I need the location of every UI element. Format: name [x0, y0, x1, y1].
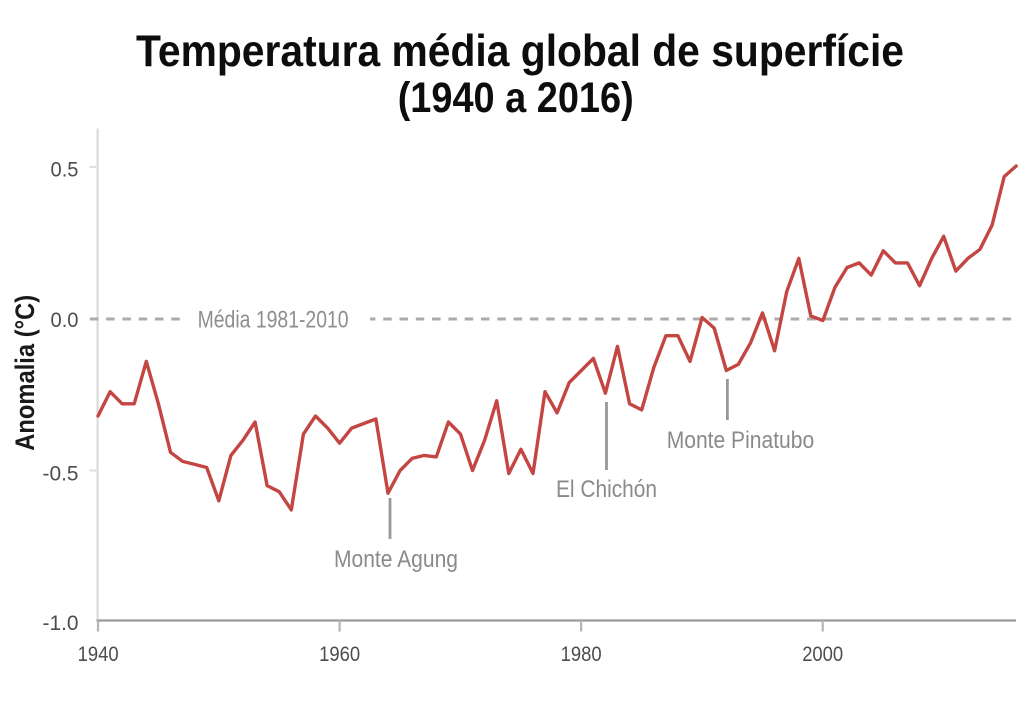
- svg-text:1940: 1940: [78, 642, 119, 666]
- svg-text:-0.5: -0.5: [43, 461, 79, 485]
- svg-text:Monte Pinatubo: Monte Pinatubo: [667, 427, 815, 454]
- svg-text:0.5: 0.5: [51, 157, 79, 181]
- svg-text:1960: 1960: [319, 642, 360, 666]
- svg-text:0.0: 0.0: [51, 308, 79, 332]
- svg-text:1980: 1980: [561, 642, 602, 666]
- svg-text:(1940 a 2016): (1940 a 2016): [398, 74, 634, 122]
- svg-text:Média 1981-2010: Média 1981-2010: [198, 307, 349, 334]
- svg-text:El Chichón: El Chichón: [556, 476, 657, 503]
- svg-text:2000: 2000: [802, 642, 843, 666]
- svg-text:Temperatura média global de su: Temperatura média global de superfície: [136, 27, 904, 76]
- svg-text:-1.0: -1.0: [43, 611, 79, 635]
- svg-text:Monte Agung: Monte Agung: [334, 546, 458, 573]
- svg-text:Anomalia (°C): Anomalia (°C): [10, 295, 40, 451]
